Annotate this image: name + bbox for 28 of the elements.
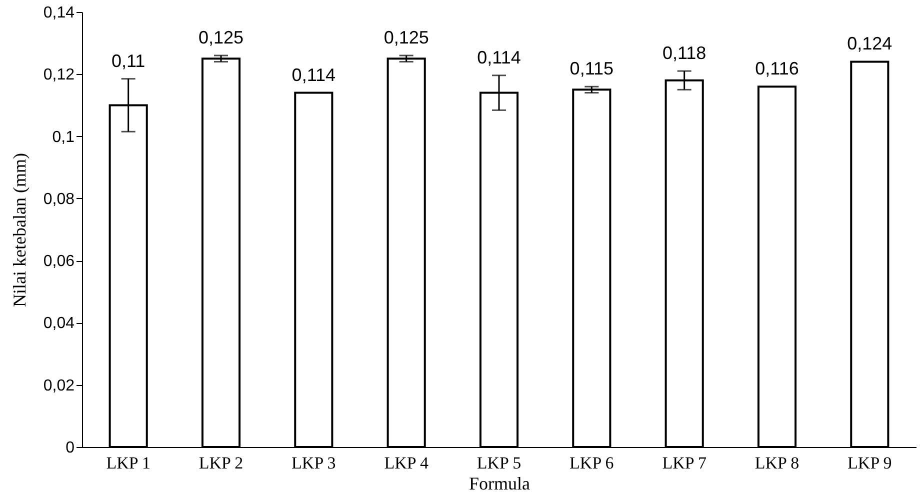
x-tick-label: LKP 4 xyxy=(384,454,429,472)
x-tick-label: LKP 3 xyxy=(292,454,336,472)
data-label: 0,11 xyxy=(111,50,146,71)
x-tick-label: LKP 5 xyxy=(476,454,522,472)
data-label: 0,125 xyxy=(384,28,429,48)
x-tick-label: LKP 1 xyxy=(106,454,150,472)
x-tick-label: LKP 7 xyxy=(662,454,707,472)
y-tick-label: 0,08 xyxy=(43,190,75,208)
x-tick-label: LKP 6 xyxy=(570,454,614,472)
y-tick-label: 0,14 xyxy=(43,4,75,22)
x-axis-title: Formula xyxy=(469,474,530,494)
x-tick-label: LKP 8 xyxy=(754,454,800,472)
x-tick-label: LKP 9 xyxy=(848,454,892,472)
y-tick-label: 0,12 xyxy=(43,66,75,84)
data-label: 0,114 xyxy=(292,64,336,85)
y-tick-label: 0,04 xyxy=(43,315,75,332)
data-label: 0,118 xyxy=(662,43,706,64)
data-label: 0,116 xyxy=(755,58,799,79)
x-tick-label: LKP 2 xyxy=(198,454,244,472)
y-axis-title: Nilai ketebalan (mm) xyxy=(9,153,30,307)
data-label: 0,114 xyxy=(477,47,521,68)
y-tick-label: 0,02 xyxy=(43,377,75,394)
data-label: 0,124 xyxy=(847,34,892,54)
y-tick-label: 0,06 xyxy=(43,253,75,270)
y-tick-label: 0,1 xyxy=(52,128,75,146)
data-label: 0,125 xyxy=(198,28,244,48)
y-tick-label: 0 xyxy=(66,440,75,456)
data-label: 0,115 xyxy=(570,58,614,79)
